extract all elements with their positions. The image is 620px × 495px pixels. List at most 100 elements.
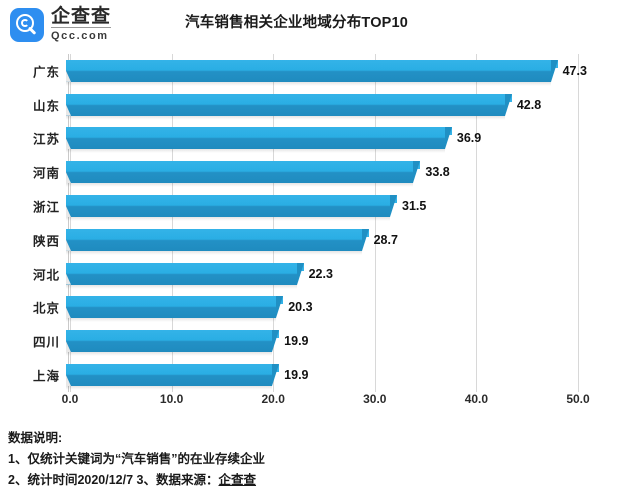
bar-shadow — [66, 318, 277, 323]
bar[interactable] — [66, 296, 284, 323]
y-axis-line — [68, 54, 69, 392]
bar[interactable] — [66, 59, 558, 86]
x-axis-tick-label: 40.0 — [464, 392, 489, 406]
bar-fill — [66, 262, 304, 289]
bar-shadow — [66, 149, 445, 154]
value-label: 31.5 — [402, 199, 427, 214]
bar-shadow — [66, 250, 362, 255]
logo-ring-shape — [16, 13, 34, 32]
gridline — [476, 54, 478, 392]
category-label: 山东 — [32, 99, 60, 114]
bar-shadow — [66, 217, 391, 222]
logo-inner-c-shape — [21, 18, 29, 27]
value-label: 36.9 — [456, 131, 482, 146]
category-label: 四川 — [32, 335, 60, 350]
brand-name-cn: 企查查 — [51, 6, 112, 28]
bar[interactable] — [66, 364, 280, 391]
gridline — [273, 54, 275, 392]
bar-shadow — [66, 284, 297, 289]
footer-notes: 数据说明: 1、仅统计关键词为“汽车销售”的在业存续企业 2、统计时间2020/… — [8, 428, 612, 491]
bar-row: 河南 33.8 — [33, 155, 578, 189]
bar-left-bevel — [66, 206, 71, 218]
value-label: 22.3 — [308, 266, 333, 281]
data-source-link[interactable]: 企查查 — [218, 473, 257, 487]
brand-wordmark: 企查查 Qcc.com — [51, 6, 112, 42]
bar-fill — [66, 330, 280, 357]
bar-left-bevel — [66, 375, 71, 387]
bar-row: 山东 42.8 — [33, 88, 578, 122]
bar-fill — [66, 228, 369, 255]
value-label: 19.9 — [284, 368, 309, 383]
category-label: 浙江 — [32, 200, 60, 215]
gridline — [70, 54, 71, 392]
chart-container: 广东 47.3 山东 42.8 江苏 36.9 河南 33.8 浙江 31.5 陕西 28.7 河北 22… — [0, 52, 620, 420]
value-label: 19.9 — [284, 334, 309, 349]
bar[interactable] — [66, 330, 280, 357]
bar-row: 江苏 36.9 — [33, 122, 578, 156]
value-label: 33.8 — [425, 165, 450, 180]
bar-fill — [66, 59, 558, 86]
bar-fill — [66, 93, 512, 120]
bar-left-bevel — [66, 138, 71, 150]
bar-shadow — [66, 115, 505, 120]
bar-left-bevel — [66, 307, 71, 319]
bar-rows: 广东 47.3 山东 42.8 江苏 36.9 河南 33.8 浙江 31.5 陕西 28.7 河北 22… — [33, 54, 587, 392]
bar[interactable] — [66, 93, 512, 120]
bar-fill — [66, 195, 398, 222]
footer-note-2: 2、统计时间2020/12/7 3、数据来源：企查查 — [8, 470, 612, 491]
gridline — [374, 54, 376, 392]
gridline — [578, 54, 579, 392]
brand-domain: Qcc.com — [51, 30, 109, 42]
value-label: 47.3 — [562, 63, 587, 78]
value-label: 20.3 — [288, 300, 313, 315]
bar-shadow — [66, 386, 273, 391]
brand-logo[interactable]: 企查查 Qcc.com — [10, 6, 112, 42]
bar-fill — [66, 296, 284, 323]
bar-left-bevel — [66, 239, 71, 251]
category-label: 江苏 — [32, 132, 60, 147]
value-label: 28.7 — [373, 232, 398, 247]
bar[interactable] — [66, 262, 304, 289]
plot-area: 广东 47.3 山东 42.8 江苏 36.9 河南 33.8 浙江 31.5 陕西 28.7 河北 22… — [33, 54, 587, 392]
bar-row: 北京 20.3 — [33, 291, 578, 325]
footer-note-1: 1、仅统计关键词为“汽车销售”的在业存续企业 — [8, 452, 265, 466]
category-label: 河北 — [32, 268, 60, 283]
bar-fill — [66, 127, 452, 154]
bar-left-bevel — [66, 172, 71, 184]
x-axis-tick-label: 30.0 — [363, 392, 387, 406]
x-axis-tick-label: 10.0 — [159, 392, 184, 406]
category-label: 北京 — [32, 301, 60, 316]
bar[interactable] — [66, 228, 369, 255]
category-label: 河南 — [32, 166, 60, 181]
bar-left-bevel — [66, 273, 71, 285]
bar[interactable] — [66, 127, 452, 154]
bar-row: 浙江 31.5 — [33, 189, 578, 223]
x-axis-tick-label: 50.0 — [566, 392, 590, 406]
gridline — [171, 54, 173, 392]
x-axis: 0.0 10.0 20.0 30.0 40.0 50.0 — [62, 392, 590, 416]
x-axis-tick-label: 20.0 — [261, 392, 285, 406]
bar-left-bevel — [66, 341, 71, 353]
category-label: 广东 — [32, 65, 60, 80]
bar-shadow — [66, 81, 551, 86]
bar-left-bevel — [66, 70, 71, 82]
bar-shadow — [66, 183, 414, 188]
page-header: 企查查 Qcc.com 汽车销售相关企业地域分布TOP10 — [0, 0, 620, 52]
value-label: 42.8 — [516, 97, 542, 112]
bar-row: 广东 47.3 — [33, 54, 587, 88]
category-label: 陕西 — [32, 234, 60, 249]
bar[interactable] — [66, 161, 421, 188]
bar[interactable] — [66, 195, 398, 222]
chart-title: 汽车销售相关企业地域分布TOP10 — [185, 15, 409, 31]
category-label: 上海 — [32, 369, 60, 384]
qcc-logo-icon — [10, 7, 44, 42]
bar-left-bevel — [66, 104, 71, 116]
bar-row: 陕西 28.7 — [33, 223, 578, 257]
bar-fill — [66, 364, 280, 391]
bar-fill — [66, 161, 421, 188]
bar-row: 河北 22.3 — [33, 257, 578, 291]
x-axis-tick-label: 0.0 — [61, 392, 79, 406]
footer-heading: 数据说明: — [8, 431, 63, 445]
bar-row: 上海 19.9 — [33, 358, 578, 392]
bar-row: 四川 19.9 — [33, 324, 578, 358]
